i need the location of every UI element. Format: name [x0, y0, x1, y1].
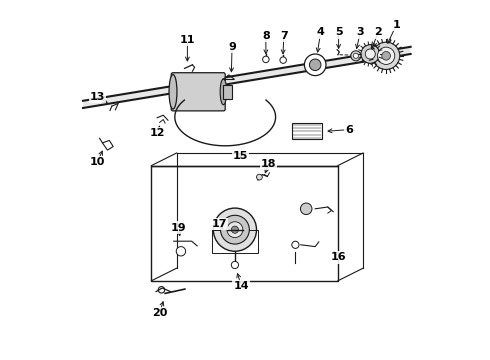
Text: 17: 17: [211, 219, 227, 229]
Circle shape: [304, 54, 326, 76]
Polygon shape: [102, 140, 113, 150]
Text: 14: 14: [234, 281, 249, 291]
Circle shape: [361, 45, 380, 63]
Polygon shape: [83, 47, 411, 108]
Circle shape: [257, 174, 262, 180]
Circle shape: [382, 51, 391, 60]
Text: 18: 18: [261, 159, 276, 169]
Circle shape: [365, 49, 375, 59]
Text: 10: 10: [90, 157, 105, 167]
Text: 6: 6: [345, 125, 353, 135]
Text: 19: 19: [171, 222, 187, 233]
Circle shape: [231, 261, 239, 269]
Circle shape: [353, 53, 358, 58]
FancyBboxPatch shape: [171, 73, 225, 111]
Text: 16: 16: [331, 252, 346, 262]
Circle shape: [176, 247, 186, 256]
Circle shape: [377, 47, 395, 64]
Text: 7: 7: [280, 31, 288, 41]
Ellipse shape: [169, 75, 177, 109]
Text: 20: 20: [151, 308, 167, 318]
Text: 11: 11: [180, 35, 195, 45]
Text: 9: 9: [228, 42, 236, 52]
Circle shape: [292, 241, 299, 248]
Circle shape: [280, 57, 286, 63]
FancyBboxPatch shape: [223, 85, 232, 99]
Text: 12: 12: [150, 128, 166, 138]
Text: 2: 2: [374, 27, 382, 37]
Text: 8: 8: [262, 31, 270, 41]
Ellipse shape: [220, 79, 227, 105]
Text: 3: 3: [356, 27, 364, 37]
Text: 13: 13: [90, 92, 105, 102]
Circle shape: [300, 203, 312, 215]
Text: 15: 15: [233, 150, 248, 161]
Circle shape: [213, 208, 257, 251]
Circle shape: [220, 215, 249, 244]
Circle shape: [227, 222, 243, 238]
Circle shape: [310, 59, 321, 71]
Circle shape: [372, 42, 400, 69]
Text: 5: 5: [335, 27, 343, 37]
Text: 4: 4: [317, 27, 324, 37]
Circle shape: [263, 56, 269, 63]
Text: 1: 1: [392, 20, 400, 30]
Circle shape: [231, 226, 239, 233]
FancyBboxPatch shape: [292, 123, 322, 139]
Circle shape: [351, 51, 361, 61]
